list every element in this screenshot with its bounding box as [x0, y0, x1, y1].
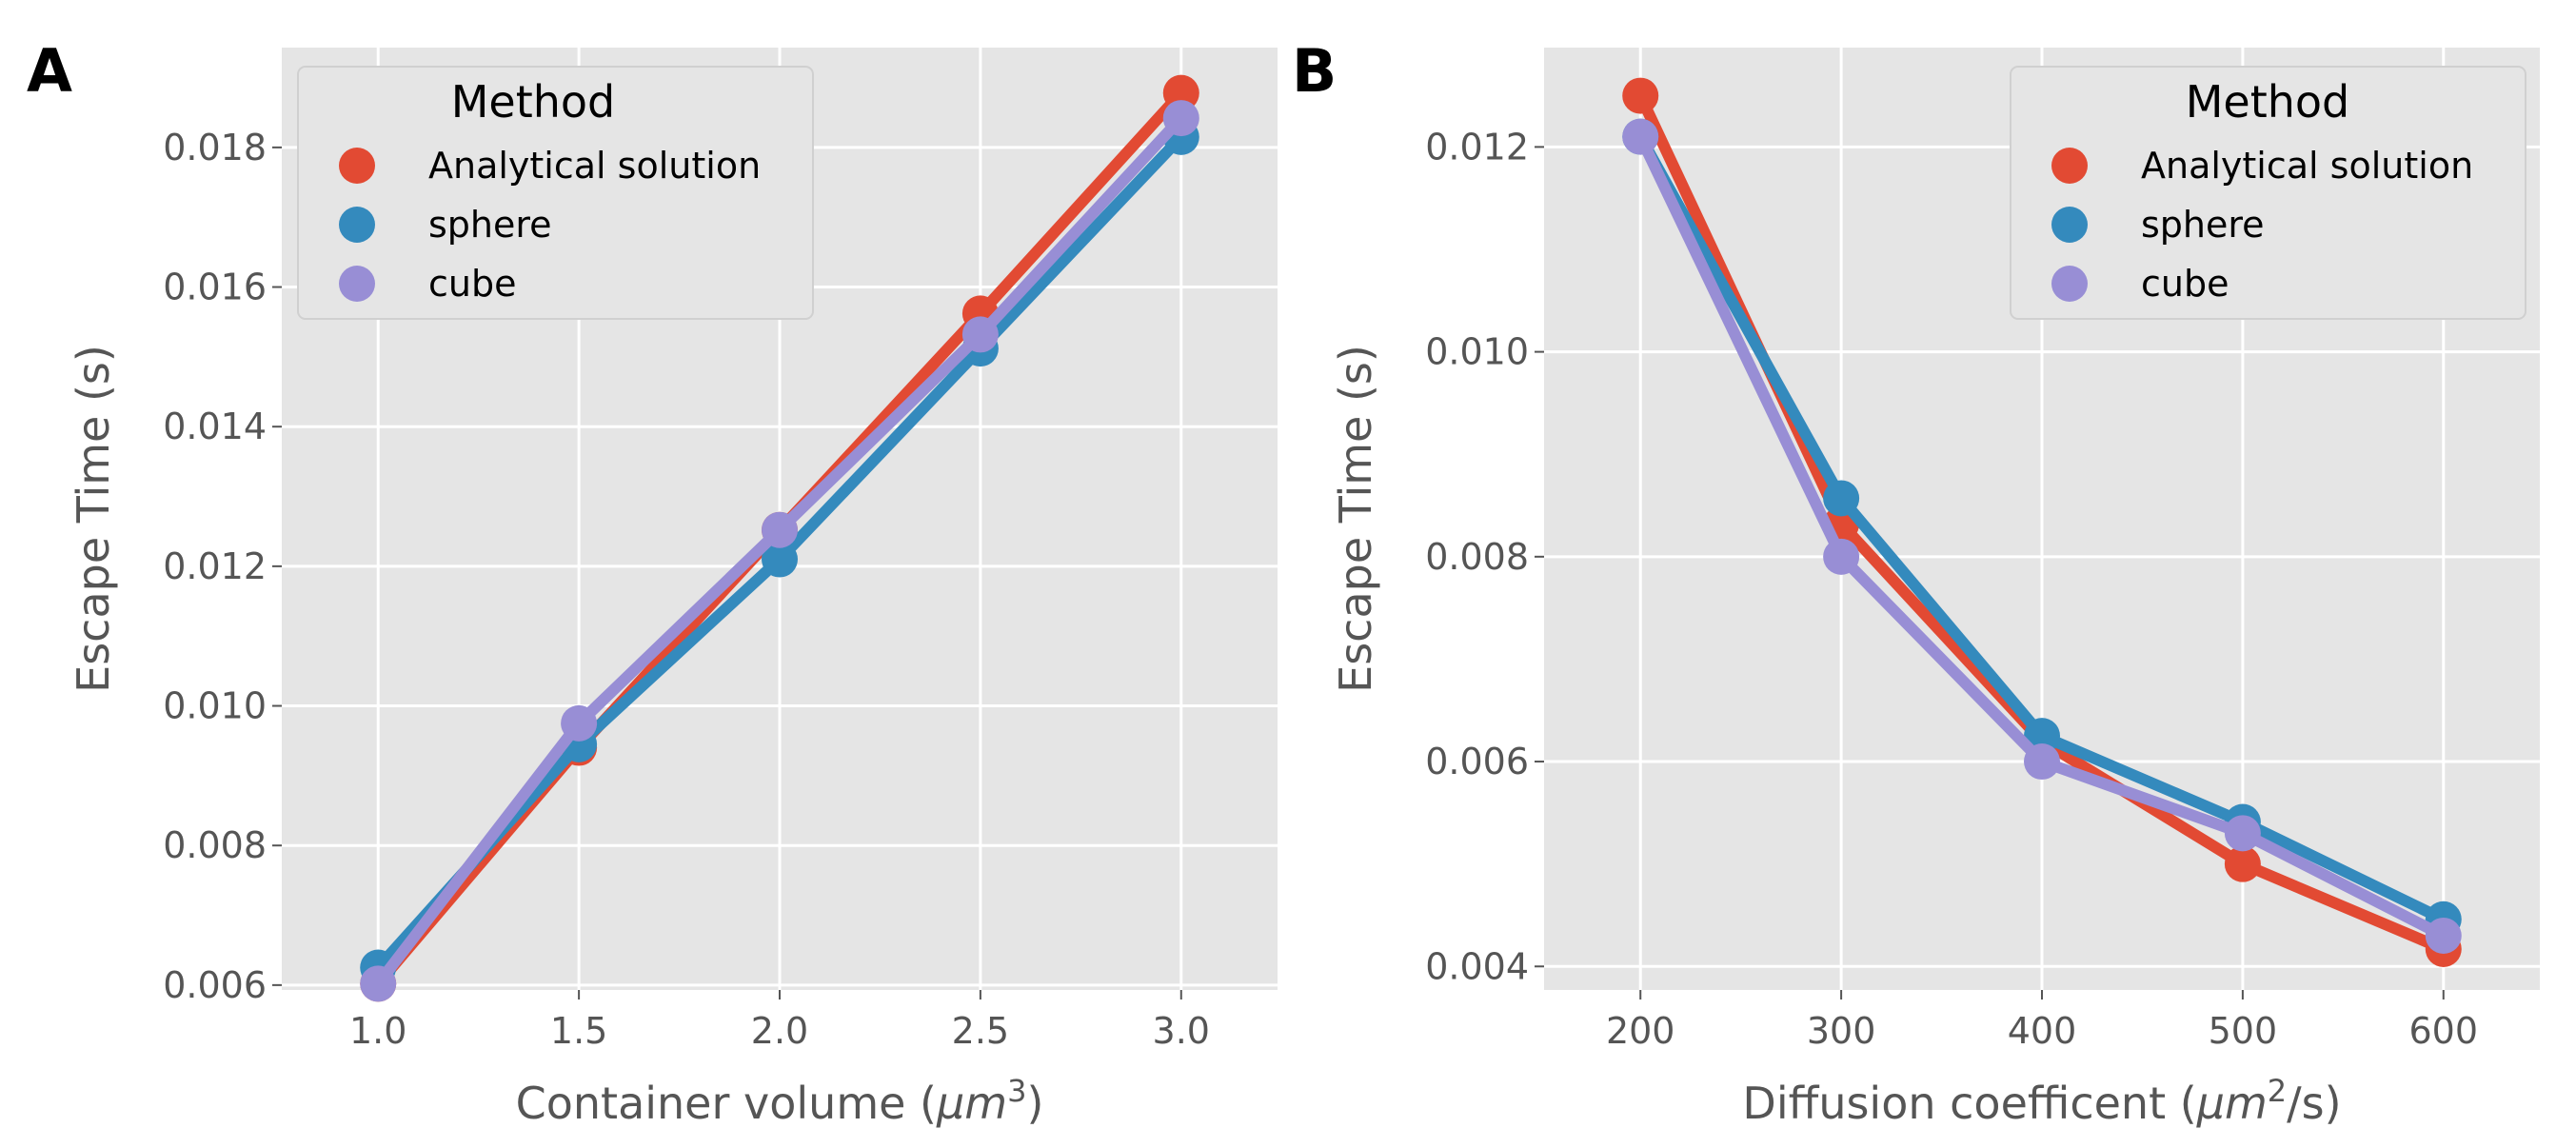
panel-b-legend-entries: Analytical solution sphere cube [2051, 145, 2473, 305]
panel-a-y-ticks: 0.006 0.008 0.010 0.012 0.014 0.016 0.018 [163, 127, 282, 1006]
panel-a-x-tick-label: 2.5 [952, 1010, 1009, 1052]
panel-b-y-tick-label: 0.010 [1425, 331, 1529, 373]
panel-b-legend: Method Analytical solution sphere cube [2010, 66, 2526, 320]
panel-a-y-tick-label: 0.018 [163, 127, 267, 168]
panel-b-y-ticks: 0.004 0.006 0.008 0.010 0.012 [1425, 126, 1544, 987]
panel-a-legend-marker-analytical-solution [339, 148, 375, 184]
panel-b-point-cube [2024, 743, 2060, 781]
panel-b-y-tick-label: 0.008 [1425, 536, 1529, 578]
panel-b-legend-label-sphere: sphere [2141, 204, 2265, 246]
panel-b-legend-box [2010, 66, 2526, 320]
panel-a-x-tick-label: 1.0 [349, 1010, 406, 1052]
panel-b-x-tick-label: 600 [2409, 1010, 2479, 1052]
panel-a-legend-marker-sphere [339, 207, 375, 243]
panel-a-point-cube [762, 511, 798, 548]
panel-a-y-tick-label: 0.014 [163, 406, 267, 447]
panel-a-legend: Method Analytical solution sphere cube [297, 66, 814, 320]
panel-b-point-cube [1622, 118, 1659, 155]
panel-b-x-tick-label: 500 [2209, 1010, 2278, 1052]
panel-a-legend-box [297, 66, 814, 320]
panel-a: A 0.006 0.008 0.010 0.012 0.014 0.016 0.018 1.… [27, 36, 1278, 1129]
panel-a-legend-label-analytical-solution: Analytical solution [428, 145, 761, 187]
panel-a-y-tick-label: 0.006 [163, 964, 267, 1006]
panel-a-point-cube [961, 316, 999, 353]
panel-a-y-tick-label: 0.016 [163, 267, 267, 308]
panel-b-legend-marker-sphere [2051, 207, 2088, 243]
panel-b-x-ticks: 200 300 400 500 600 [1606, 990, 2478, 1052]
panel-a-y-tick-label: 0.008 [163, 824, 267, 866]
panel-b-point-cube [1823, 538, 1860, 575]
panel-b: B 0.004 0.006 0.008 0.010 0.012 200 300 400 500… [1292, 36, 2540, 1129]
panel-b-legend-title: Method [2186, 76, 2350, 128]
panel-b-x-tick-label: 400 [2008, 1010, 2077, 1052]
panel-a-legend-label-sphere: sphere [428, 204, 552, 246]
panel-a-legend-marker-cube [339, 266, 375, 302]
panel-a-y-tick-label: 0.012 [163, 545, 267, 587]
panel-a-series [360, 74, 1199, 1002]
panel-b-y-tick-label: 0.012 [1425, 126, 1529, 168]
panel-b-point-analytical-solution [1622, 77, 1659, 114]
panel-b-letter: B [1292, 36, 1337, 106]
panel-b-series [1622, 77, 2462, 967]
panel-a-point-sphere [762, 541, 798, 578]
panel-a-x-tick-label: 2.0 [751, 1010, 808, 1052]
panel-b-y-axis-label: Escape Time (s) [1330, 345, 1381, 693]
panel-a-point-cube [561, 704, 598, 742]
panel-b-point-analytical-solution [2224, 845, 2261, 882]
panel-a-point-analytical-solution [1162, 74, 1199, 111]
panel-a-legend-entries: Analytical solution sphere cube [339, 145, 761, 305]
panel-b-y-tick-label: 0.006 [1425, 741, 1529, 782]
panel-a-y-tick-label: 0.010 [163, 685, 267, 727]
panel-a-point-cube [1162, 100, 1199, 137]
panel-a-y-axis-label: Escape Time (s) [68, 345, 119, 693]
panel-a-letter: A [27, 36, 72, 106]
panel-a-point-cube [360, 965, 397, 1002]
panel-b-point-sphere [1823, 480, 1860, 517]
panel-b-legend-label-analytical-solution: Analytical solution [2141, 145, 2473, 187]
panel-b-legend-label-cube: cube [2141, 263, 2229, 305]
panel-a-x-axis-label: Container volume (μm3) [516, 1073, 1044, 1129]
panel-b-point-cube [2224, 815, 2261, 852]
panel-b-y-tick-label: 0.004 [1425, 945, 1529, 987]
panel-a-legend-title: Method [451, 76, 616, 128]
panel-b-point-cube [2425, 917, 2462, 954]
panel-a-x-tick-label: 3.0 [1153, 1010, 1210, 1052]
panel-a-x-tick-label: 1.5 [550, 1010, 607, 1052]
panel-b-x-axis-label: Diffusion coefficent (μm2/s) [1742, 1073, 2341, 1129]
panel-b-x-tick-label: 300 [1807, 1010, 1876, 1052]
panel-a-legend-label-cube: cube [428, 263, 516, 305]
panel-a-x-ticks: 1.0 1.5 2.0 2.5 3.0 [349, 990, 1210, 1052]
panel-b-legend-marker-cube [2051, 266, 2088, 302]
panel-b-legend-marker-analytical-solution [2051, 148, 2088, 184]
panel-b-x-tick-label: 200 [1606, 1010, 1675, 1052]
